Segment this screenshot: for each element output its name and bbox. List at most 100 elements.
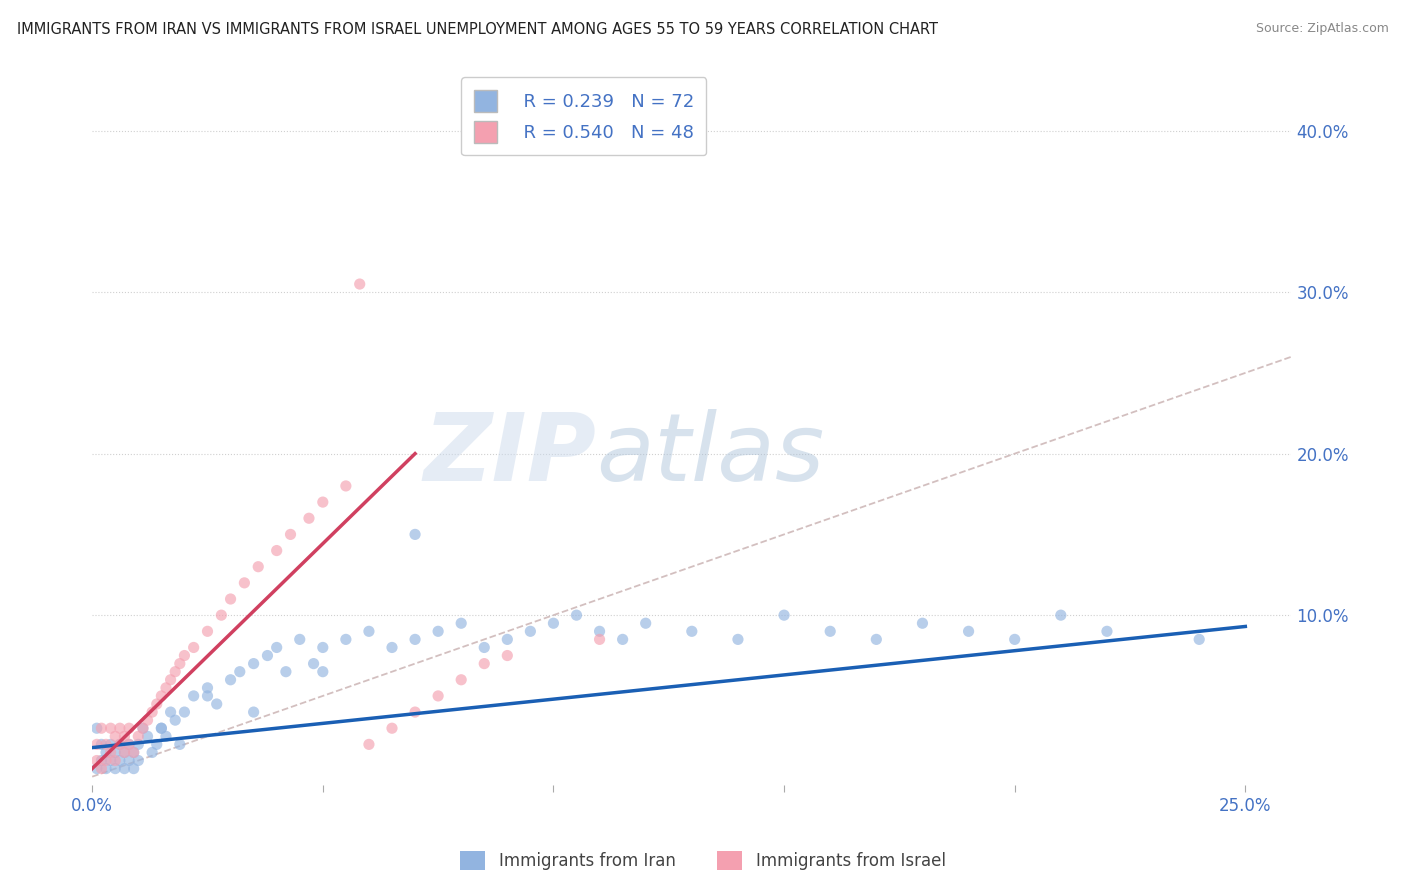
Point xyxy=(1004,632,1026,647)
Point xyxy=(100,746,122,760)
Point xyxy=(312,665,335,679)
Point xyxy=(100,738,122,752)
Point xyxy=(681,624,703,639)
Point xyxy=(94,738,117,752)
Point xyxy=(496,648,519,663)
Point xyxy=(381,721,404,735)
Point xyxy=(496,632,519,647)
Point xyxy=(104,746,127,760)
Point xyxy=(150,721,173,735)
Point xyxy=(114,762,136,776)
Point xyxy=(588,624,610,639)
Point xyxy=(127,729,149,743)
Point xyxy=(404,705,426,719)
Point xyxy=(634,616,657,631)
Text: atlas: atlas xyxy=(596,409,824,500)
Point xyxy=(1050,608,1073,623)
Point xyxy=(773,608,796,623)
Point xyxy=(519,624,541,639)
Point xyxy=(209,608,232,623)
Point xyxy=(302,657,325,671)
Point xyxy=(183,640,205,655)
Point xyxy=(280,527,302,541)
Point xyxy=(114,729,136,743)
Point xyxy=(155,729,177,743)
Point xyxy=(404,632,426,647)
Point xyxy=(427,689,450,703)
Point xyxy=(90,721,112,735)
Point xyxy=(165,713,187,727)
Point xyxy=(114,746,136,760)
Point xyxy=(357,738,380,752)
Point xyxy=(122,746,145,760)
Text: Source: ZipAtlas.com: Source: ZipAtlas.com xyxy=(1256,22,1389,36)
Point xyxy=(100,721,122,735)
Point xyxy=(159,705,181,719)
Point xyxy=(86,754,108,768)
Point xyxy=(818,624,841,639)
Point xyxy=(205,697,228,711)
Point xyxy=(150,689,173,703)
Point xyxy=(242,657,264,671)
Point xyxy=(100,754,122,768)
Point xyxy=(381,640,404,655)
Point xyxy=(404,527,426,541)
Point xyxy=(472,640,495,655)
Point xyxy=(136,729,159,743)
Point xyxy=(612,632,634,647)
Point xyxy=(543,616,565,631)
Point xyxy=(108,754,131,768)
Point xyxy=(312,640,335,655)
Point xyxy=(108,738,131,752)
Point xyxy=(169,657,191,671)
Point xyxy=(108,738,131,752)
Point xyxy=(911,616,934,631)
Point xyxy=(122,762,145,776)
Point xyxy=(155,681,177,695)
Point xyxy=(94,754,117,768)
Point xyxy=(1188,632,1211,647)
Text: ZIP: ZIP xyxy=(423,409,596,500)
Point xyxy=(472,657,495,671)
Point xyxy=(274,665,297,679)
Point xyxy=(565,608,588,623)
Point xyxy=(132,721,155,735)
Point xyxy=(90,754,112,768)
Point xyxy=(312,495,335,509)
Point xyxy=(335,632,357,647)
Point xyxy=(450,616,472,631)
Point xyxy=(219,673,242,687)
Point xyxy=(197,624,219,639)
Point xyxy=(136,713,159,727)
Text: IMMIGRANTS FROM IRAN VS IMMIGRANTS FROM ISRAEL UNEMPLOYMENT AMONG AGES 55 TO 59 : IMMIGRANTS FROM IRAN VS IMMIGRANTS FROM … xyxy=(17,22,938,37)
Point xyxy=(104,762,127,776)
Point xyxy=(114,746,136,760)
Point xyxy=(86,738,108,752)
Point xyxy=(165,665,187,679)
Point xyxy=(247,559,270,574)
Point xyxy=(427,624,450,639)
Point xyxy=(127,738,149,752)
Point xyxy=(450,673,472,687)
Point xyxy=(197,681,219,695)
Point xyxy=(242,705,264,719)
Point xyxy=(94,746,117,760)
Point xyxy=(127,754,149,768)
Point xyxy=(104,729,127,743)
Point xyxy=(141,705,163,719)
Point xyxy=(108,721,131,735)
Legend: Immigrants from Iran, Immigrants from Israel: Immigrants from Iran, Immigrants from Is… xyxy=(454,844,952,877)
Point xyxy=(173,648,195,663)
Point xyxy=(86,721,108,735)
Point xyxy=(219,592,242,607)
Point xyxy=(957,624,980,639)
Point xyxy=(183,689,205,703)
Point xyxy=(86,762,108,776)
Point xyxy=(197,689,219,703)
Point xyxy=(94,762,117,776)
Point xyxy=(256,648,278,663)
Point xyxy=(727,632,749,647)
Point xyxy=(357,624,380,639)
Point xyxy=(122,746,145,760)
Point xyxy=(288,632,311,647)
